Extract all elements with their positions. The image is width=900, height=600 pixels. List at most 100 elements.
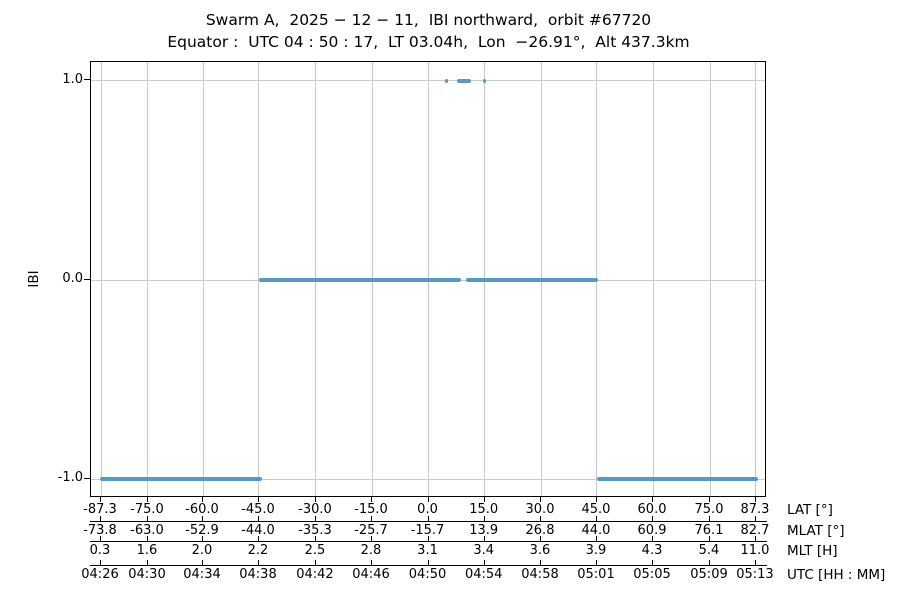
axis-tick-mark-utc xyxy=(540,559,541,565)
axis-tick-mark-utc xyxy=(427,559,429,565)
axis-tick-label-mlt: 0.3 xyxy=(89,543,111,558)
axis-tick-label-mlt: 1.6 xyxy=(136,543,158,558)
x-gridline xyxy=(202,62,204,496)
y-tick-label: 0.0 xyxy=(62,271,83,286)
axis-tick-label-mlat: -35.3 xyxy=(298,523,332,538)
axis-tick-mark-mlt xyxy=(202,535,203,541)
axis-tick-mark-utc xyxy=(146,559,148,565)
x-gridline xyxy=(147,62,149,496)
axis-tick-mark-utc xyxy=(754,559,756,565)
axis-tick-label-mlt: 4.3 xyxy=(641,543,663,558)
axis-tick-label-mlat: 60.9 xyxy=(637,523,667,538)
axis-tick-mark-mlat xyxy=(100,515,101,521)
y-tick-mark xyxy=(84,79,90,81)
axis-tick-mark-mlat xyxy=(754,515,756,521)
axis-tick-mark-mlat xyxy=(595,515,597,521)
data-segment xyxy=(596,477,758,482)
axis-tick-label-mlat: 26.8 xyxy=(525,523,555,538)
axis-unit-label-mlt: MLT [H] xyxy=(787,543,838,559)
y-tick-mark xyxy=(84,278,90,280)
axis-tick-mark-utc xyxy=(314,559,316,565)
figure-title: Swarm A, 2025 − 12 − 11, IBI northward, … xyxy=(205,11,652,29)
axis-tick-label-lat: -60.0 xyxy=(185,502,219,517)
axis-tick-mark-mlat xyxy=(314,515,316,521)
axis-tick-label-mlat: 76.1 xyxy=(694,523,724,538)
axis-tick-label-mlat: -44.0 xyxy=(241,523,275,538)
axis-tick-label-lat: 15.0 xyxy=(469,502,499,517)
axis-tick-label-mlat: -25.7 xyxy=(354,523,388,538)
axis-tick-label-mlt: 2.2 xyxy=(247,543,269,558)
axis-tick-label-utc: 04:46 xyxy=(352,567,390,582)
axis-tick-mark-mlat xyxy=(709,515,710,521)
data-segment xyxy=(483,78,486,83)
data-segment xyxy=(99,477,263,482)
axis-tick-mark-mlat xyxy=(427,515,429,521)
x-tick-mark xyxy=(427,497,429,502)
axis-tick-label-mlat: -15.7 xyxy=(410,523,445,538)
axis-tick-label-utc: 04:38 xyxy=(239,567,277,582)
x-tick-mark xyxy=(314,497,316,502)
x-tick-mark xyxy=(652,497,654,502)
x-tick-mark xyxy=(540,497,541,502)
axis-tick-label-mlt: 11.0 xyxy=(740,543,770,558)
axis-tick-mark-mlt xyxy=(371,535,372,541)
axis-tick-label-lat: 30.0 xyxy=(525,502,555,517)
axis-tick-mark-utc xyxy=(595,559,597,565)
axis-tick-mark-mlt xyxy=(595,535,597,541)
x-tick-mark xyxy=(202,497,203,502)
y-gridline xyxy=(91,478,765,480)
axis-tick-label-lat: 75.0 xyxy=(694,502,724,517)
axis-unit-label-utc: UTC [HH : MM] xyxy=(787,567,886,583)
data-segment xyxy=(465,278,598,282)
axis-tick-label-utc: 04:58 xyxy=(521,567,559,582)
axis-tick-mark-mlat xyxy=(483,515,485,521)
data-segment xyxy=(258,278,461,282)
axis-tick-label-mlat: -73.8 xyxy=(83,523,117,538)
axis-tick-label-utc: 04:26 xyxy=(81,567,119,582)
x-tick-mark xyxy=(595,497,597,502)
figure-subtitle: Equator : UTC 04 : 50 : 17, LT 03.04h, L… xyxy=(167,33,690,51)
axis-tick-mark-mlat xyxy=(146,515,148,521)
x-tick-mark xyxy=(371,497,372,502)
axis-tick-label-lat: 45.0 xyxy=(581,502,611,517)
axis-tick-label-utc: 05:05 xyxy=(633,567,671,582)
axis-tick-label-mlt: 3.9 xyxy=(585,543,607,558)
axis-tick-label-lat: 87.3 xyxy=(740,502,770,517)
axis-unit-label-mlat: MLAT [°] xyxy=(787,523,845,539)
axis-tick-label-mlt: 5.4 xyxy=(698,543,720,558)
axis-tick-label-utc: 04:30 xyxy=(128,567,166,582)
axis-tick-mark-mlat xyxy=(371,515,372,521)
y-tick-label: -1.0 xyxy=(57,470,83,486)
x-tick-mark xyxy=(754,497,756,502)
axis-tick-label-mlt: 2.0 xyxy=(191,543,213,558)
axis-tick-label-utc: 05:01 xyxy=(577,567,615,582)
x-gridline xyxy=(652,62,654,496)
axis-tick-label-utc: 04:54 xyxy=(464,567,503,582)
axis-tick-mark-mlt xyxy=(754,535,756,541)
x-tick-mark xyxy=(483,497,485,502)
axis-tick-mark-mlt xyxy=(652,535,654,541)
axis-tick-mark-mlat xyxy=(257,515,259,521)
axis-tick-mark-mlt xyxy=(483,535,485,541)
x-tick-mark xyxy=(709,497,710,502)
axis-row-line-mlat xyxy=(90,520,767,522)
axis-tick-label-utc: 05:09 xyxy=(690,567,728,582)
axis-tick-label-utc: 04:50 xyxy=(408,567,447,582)
axis-tick-mark-utc xyxy=(652,559,654,565)
axis-tick-mark-utc xyxy=(371,559,372,565)
axis-tick-label-lat: -15.0 xyxy=(354,502,388,517)
axis-tick-label-lat: 60.0 xyxy=(637,502,667,517)
x-gridline xyxy=(100,62,102,496)
axis-tick-label-mlat: 44.0 xyxy=(581,523,611,538)
x-gridline xyxy=(709,62,711,496)
axis-tick-label-lat: -45.0 xyxy=(241,502,275,517)
axis-tick-label-mlt: 2.5 xyxy=(304,543,326,558)
data-segment xyxy=(445,78,449,83)
x-gridline xyxy=(755,62,757,496)
axis-tick-label-mlt: 2.8 xyxy=(360,543,382,558)
data-segment xyxy=(456,78,471,83)
axis-tick-mark-utc xyxy=(100,559,101,565)
y-gridline xyxy=(91,80,765,82)
axis-tick-label-mlt: 3.6 xyxy=(529,543,551,558)
axis-row-line-mlt xyxy=(90,540,767,542)
